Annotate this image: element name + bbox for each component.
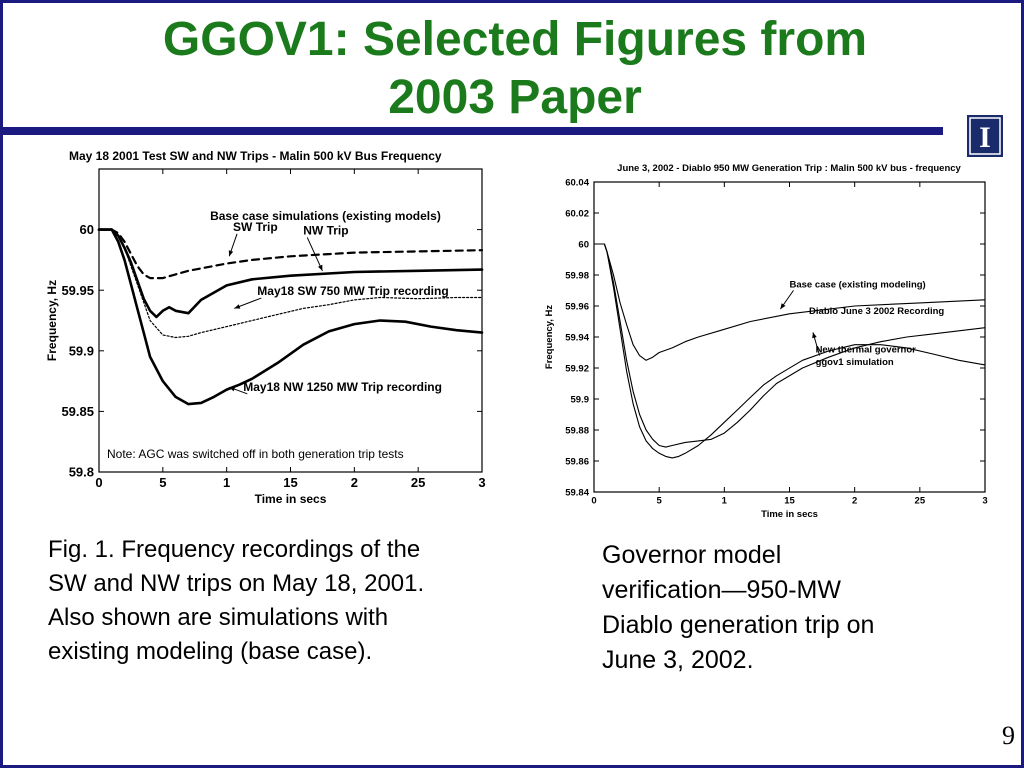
y-tick-label: 59.98 xyxy=(565,270,589,281)
y-tick-label: 59.9 xyxy=(69,343,94,358)
slide-number: 9 xyxy=(1002,721,1015,750)
x-tick-label: 2 xyxy=(852,496,857,507)
series-line-2 xyxy=(593,243,986,459)
y-tick-label: 59.85 xyxy=(61,404,94,419)
x-tick-label: 0 xyxy=(591,496,596,507)
annotation-arrowhead xyxy=(229,386,236,392)
caption-left-line: existing modeling (base case). xyxy=(48,638,373,665)
x-tick-label: 1 xyxy=(223,475,230,490)
series-line-1 xyxy=(97,228,484,319)
x-tick-label: 15 xyxy=(784,496,795,507)
caption-left-line: SW and NW trips on May 18, 2001. xyxy=(48,570,425,597)
y-tick-label: 59.95 xyxy=(61,283,94,298)
y-axis-label: Frequency, Hz xyxy=(544,305,555,369)
chart-frequency-june-2002-svg: June 3, 2002 - Diablo 950 MW Generation … xyxy=(544,163,988,520)
annotation-label: Base case simulations (existing models) xyxy=(210,209,441,223)
x-tick-label: 2 xyxy=(351,475,358,490)
annotation-arrowhead xyxy=(234,304,241,309)
caption-right-line: Governor model xyxy=(602,541,782,569)
series-line-3 xyxy=(97,228,484,406)
annotation-label: May18 NW 1250 MW Trip recording xyxy=(243,380,442,394)
chart-note: Note: AGC was switched off in both gener… xyxy=(107,447,404,461)
chart-title: May 18 2001 Test SW and NW Trips - Malin… xyxy=(69,149,442,163)
y-tick-label: 59.84 xyxy=(565,487,589,498)
slide-title-line2: 2003 Paper xyxy=(388,71,642,124)
annotation-label: May18 SW 750 MW Trip recording xyxy=(257,284,448,298)
slide-title: GGOV1: Selected Figures from 2003 Paper xyxy=(3,11,1021,127)
x-tick-label: 1 xyxy=(722,496,728,507)
logo-letter: I xyxy=(979,121,991,154)
annotation-arrow xyxy=(306,237,323,272)
annotation-label: SW Trip xyxy=(233,220,278,234)
y-tick-label: 59.94 xyxy=(565,332,589,343)
logo-graphic: I xyxy=(967,115,1003,157)
annotation-label: Base case (existing modeling) xyxy=(790,279,926,290)
x-tick-label: 3 xyxy=(478,475,485,490)
chart-title: June 3, 2002 - Diablo 950 MW Generation … xyxy=(617,163,961,174)
caption-left: Fig. 1. Frequency recordings of the SW a… xyxy=(48,533,424,669)
annotation-arrowhead xyxy=(780,303,786,310)
caption-right-line: Diablo generation trip on xyxy=(602,611,875,639)
x-tick-label: 25 xyxy=(411,475,425,490)
annotation-arrowhead xyxy=(318,264,323,271)
y-tick-label: 60 xyxy=(578,239,589,250)
y-tick-label: 59.86 xyxy=(565,456,589,467)
x-tick-label: 0 xyxy=(95,475,102,490)
x-tick-label: 25 xyxy=(915,496,926,507)
x-axis-label: Time in secs xyxy=(255,492,327,506)
caption-right-line: June 3, 2002. xyxy=(602,646,754,674)
chart-frequency-may-2001: May 18 2001 Test SW and NW Trips - Malin… xyxy=(41,143,511,513)
university-logo-icon: I xyxy=(967,115,1003,157)
x-tick-label: 3 xyxy=(982,496,987,507)
annotation-label: ggov1 simulation xyxy=(816,357,894,368)
annotation-arrowhead xyxy=(228,250,234,257)
y-tick-label: 60 xyxy=(80,222,94,237)
caption-left-line: Also shown are simulations with xyxy=(48,604,389,631)
y-axis-label: Frequency, Hz xyxy=(45,280,59,361)
annotation-arrowhead xyxy=(812,332,817,339)
y-tick-label: 59.9 xyxy=(571,394,590,405)
annotation-label: New thermal governor xyxy=(816,345,917,356)
annotation-label: NW Trip xyxy=(303,223,348,237)
chart-frequency-may-2001-svg: May 18 2001 Test SW and NW Trips - Malin… xyxy=(45,149,486,506)
series-line-0 xyxy=(593,243,986,361)
series-line-2 xyxy=(98,228,483,339)
caption-right: Governor model verification—950-MW Diabl… xyxy=(602,538,874,678)
series-line-0 xyxy=(97,228,484,280)
y-tick-label: 60.04 xyxy=(565,177,589,188)
x-axis-label: Time in secs xyxy=(761,509,818,520)
x-tick-label: 5 xyxy=(159,475,166,490)
chart-frequency-june-2002: June 3, 2002 - Diablo 950 MW Generation … xyxy=(539,158,993,526)
title-underline-bar xyxy=(3,127,943,135)
logo-background xyxy=(967,115,1003,157)
y-tick-label: 59.96 xyxy=(565,301,589,312)
slide-title-line1: GGOV1: Selected Figures from xyxy=(162,13,868,66)
caption-right-line: verification—950-MW xyxy=(602,576,841,604)
series-line-1 xyxy=(593,243,986,448)
annotation-label: Diablo June 3 2002 Recording xyxy=(809,306,944,317)
y-tick-label: 59.8 xyxy=(69,465,94,480)
plot-frame xyxy=(593,181,986,493)
x-tick-label: 15 xyxy=(283,475,297,490)
y-tick-label: 59.92 xyxy=(565,363,589,374)
y-tick-label: 59.88 xyxy=(565,425,589,436)
x-tick-label: 5 xyxy=(657,496,663,507)
logo-frame xyxy=(969,117,1001,155)
y-tick-label: 60.02 xyxy=(565,208,589,219)
caption-left-line: Fig. 1. Frequency recordings of the xyxy=(48,536,421,563)
